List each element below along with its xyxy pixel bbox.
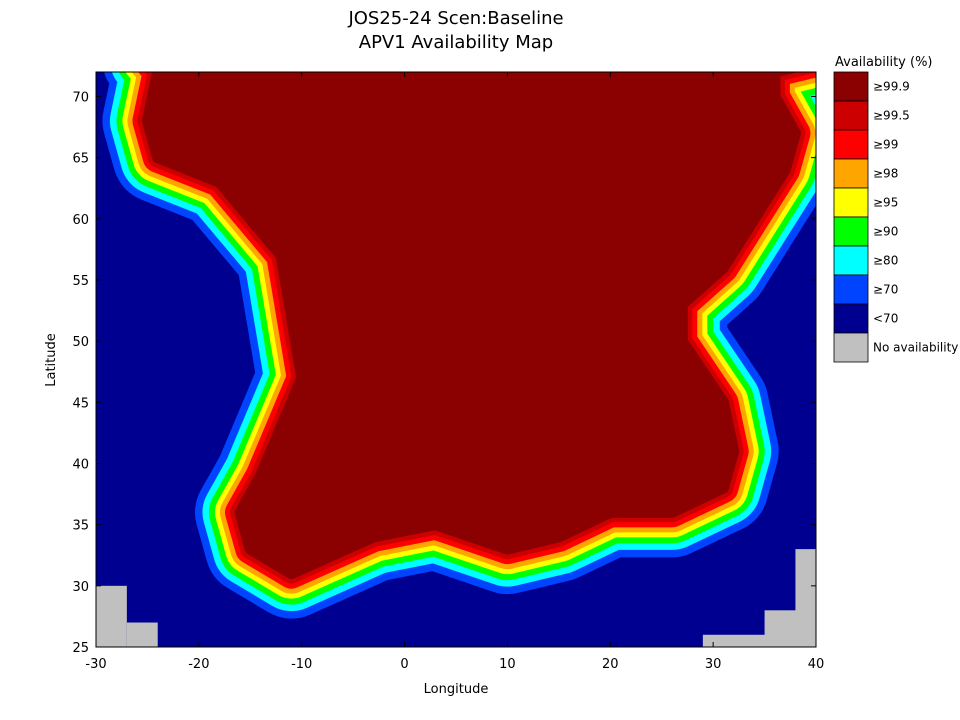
legend: ≥99.9 ≥99.5 ≥99 ≥98 ≥95 ≥90 ≥80 ≥70 <70 No availa… (833, 71, 958, 363)
legend-swatch (833, 245, 869, 276)
map-plot-area (96, 72, 816, 647)
y-tick-label: 65 (72, 152, 89, 167)
no-availability-region-4 (795, 549, 816, 647)
legend-label: ≥99 (873, 138, 898, 152)
x-tick-label: 0 (400, 657, 408, 672)
chart-subtitle: APV1 Availability Map (358, 32, 554, 53)
legend-title: Availability (%) (835, 55, 933, 70)
legend-label: <70 (873, 312, 898, 326)
y-tick-label: 30 (72, 580, 89, 595)
legend-label: ≥99.5 (873, 109, 910, 123)
legend-label: No availability (873, 341, 958, 355)
legend-label: ≥70 (873, 283, 898, 297)
x-axis-label: Longitude (424, 682, 489, 697)
legend-label: ≥99.9 (873, 80, 910, 94)
no-availability-region-1 (126, 622, 158, 647)
no-availability-region-0 (96, 585, 127, 647)
legend-label: ≥95 (873, 196, 898, 210)
y-tick-label: 50 (72, 335, 89, 350)
plot-frame (95, 71, 817, 648)
y-tick-label: 55 (72, 274, 89, 289)
legend-label: ≥98 (873, 167, 898, 181)
x-tick-label: 20 (602, 657, 619, 672)
x-tick-label: 10 (499, 657, 516, 672)
y-tick-label: 35 (72, 519, 89, 534)
legend-label: ≥90 (873, 225, 898, 239)
legend-swatch (833, 100, 869, 131)
x-tick-label: -10 (291, 657, 312, 672)
legend-swatch (833, 274, 869, 305)
legend-swatch (833, 332, 869, 363)
availability-band-0 (141, 72, 801, 580)
legend-swatch (833, 129, 869, 160)
y-tick-label: 45 (72, 396, 89, 411)
y-tick-label: 40 (72, 457, 89, 472)
y-axis-ticks: 25 30 35 40 45 50 55 60 65 70 (72, 90, 816, 656)
x-tick-label: -30 (85, 657, 106, 672)
legend-label: ≥80 (873, 254, 898, 268)
legend-swatch (833, 71, 869, 102)
legend-swatch (833, 187, 869, 218)
legend-swatch (833, 158, 869, 189)
x-tick-label: 30 (705, 657, 722, 672)
legend-swatch (833, 216, 869, 247)
y-tick-label: 60 (72, 213, 89, 228)
legend-swatch (833, 303, 869, 334)
x-tick-label: -20 (188, 657, 209, 672)
x-tick-label: 40 (808, 657, 825, 672)
chart-title: JOS25-24 Scen:Baseline (348, 8, 564, 29)
y-axis-label: Latitude (44, 333, 59, 387)
y-tick-label: 25 (72, 641, 89, 656)
y-tick-label: 70 (72, 90, 89, 105)
x-axis-ticks: -30 -20 -10 0 10 20 30 40 (85, 72, 824, 672)
